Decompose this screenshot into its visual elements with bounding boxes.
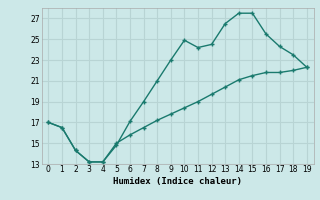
X-axis label: Humidex (Indice chaleur): Humidex (Indice chaleur) (113, 177, 242, 186)
